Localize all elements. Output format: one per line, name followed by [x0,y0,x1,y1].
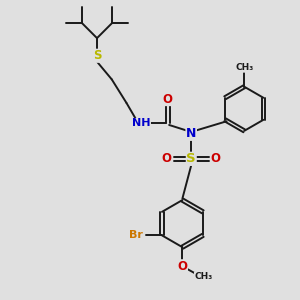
Text: CH₃: CH₃ [235,63,253,72]
Text: O: O [162,152,172,165]
Text: S: S [93,49,101,62]
Text: O: O [163,93,173,106]
Text: O: O [177,260,188,273]
Text: CH₃: CH₃ [194,272,213,281]
Text: NH: NH [132,118,150,128]
Text: S: S [186,152,196,165]
Text: Br: Br [129,230,143,240]
Text: N: N [186,127,196,140]
Text: O: O [211,152,221,165]
